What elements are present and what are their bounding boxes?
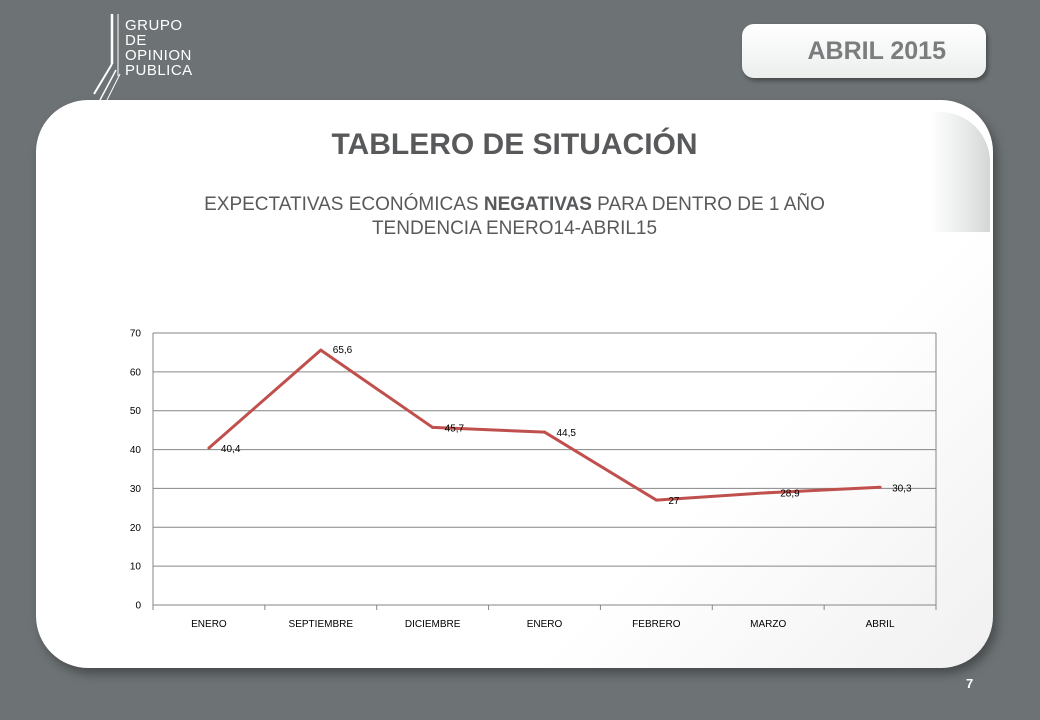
- series-line: [207, 348, 881, 502]
- subtitle-line-1: EXPECTATIVAS ECONÓMICAS NEGATIVAS PARA D…: [204, 194, 825, 215]
- logo-text: GRUPO DE OPINION PUBLICA: [125, 17, 193, 79]
- y-tick-label: 10: [130, 562, 142, 573]
- grupo-opinion-publica-logo: [93, 14, 121, 103]
- y-tick-label: 20: [130, 523, 142, 534]
- page-number: 7: [966, 676, 974, 691]
- x-tick-label: ABRIL: [866, 619, 895, 630]
- month-label: ABRIL 2015: [807, 36, 947, 65]
- data-point: [543, 430, 546, 434]
- page-curl-decoration: [930, 112, 990, 232]
- x-tick-label: FEBRERO: [632, 619, 681, 630]
- y-tick-label: 0: [135, 601, 141, 612]
- data-point: [431, 425, 435, 429]
- data-point: [319, 348, 323, 352]
- data-point: [207, 446, 211, 450]
- x-tick-label: MARZO: [750, 619, 786, 630]
- subtitle-line-2: TENDENCIA ENERO14-ABRIL15: [371, 218, 658, 239]
- x-tick-label: ENERO: [527, 619, 563, 630]
- data-label: 44,5: [557, 428, 577, 439]
- data-point: [878, 485, 882, 489]
- data-point: [766, 491, 770, 495]
- y-tick-label: 50: [130, 406, 142, 417]
- y-tick-label: 40: [130, 445, 142, 456]
- y-tick-label: 30: [130, 484, 142, 495]
- data-label: 28,9: [780, 489, 800, 500]
- data-point: [654, 498, 658, 502]
- slide-panel: [36, 100, 993, 668]
- subtitle-emphasis: NEGATIVAS: [483, 194, 592, 215]
- month-badge: ABRIL 2015: [742, 24, 986, 78]
- data-label: 40,4: [221, 444, 241, 455]
- y-tick-label: 60: [130, 367, 142, 378]
- data-label: 65,6: [333, 345, 353, 356]
- x-tick-label: ENERO: [191, 619, 227, 630]
- slide-title: TABLERO DE SITUACIÓN: [331, 128, 698, 161]
- x-tick-label: SEPTIEMBRE: [289, 619, 354, 630]
- y-tick-label: 70: [130, 329, 142, 340]
- x-tick-label: DICIEMBRE: [405, 619, 461, 630]
- data-label: 27: [668, 496, 680, 507]
- data-label: 45,7: [445, 423, 465, 434]
- data-label: 30,3: [892, 483, 912, 494]
- slide-subtitle: EXPECTATIVAS ECONÓMICAS NEGATIVAS PARA D…: [36, 193, 993, 241]
